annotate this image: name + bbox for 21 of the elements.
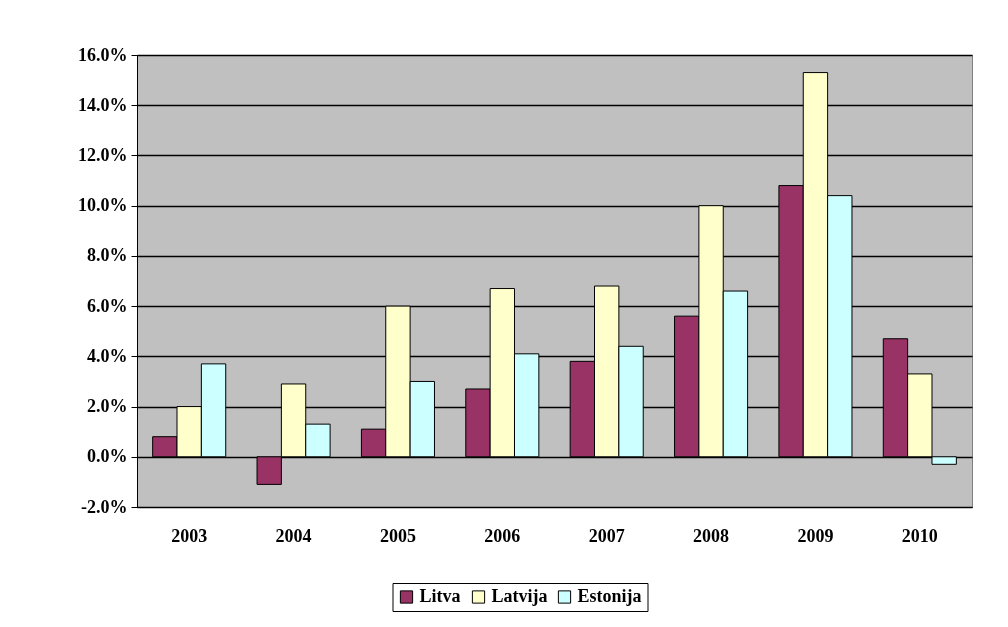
y-tick-label: 14.0% [78, 94, 128, 115]
x-tick-label: 2007 [588, 525, 625, 546]
y-tick-label: 10.0% [78, 195, 128, 216]
y-tick-label: 6.0% [87, 295, 128, 316]
y-tick-label: 2.0% [87, 396, 128, 417]
x-tick-label: 2010 [901, 525, 938, 546]
legend-label: Litva [419, 586, 461, 606]
y-tick-label: -2.0% [81, 496, 128, 517]
x-tick-label: 2003 [171, 525, 208, 546]
y-tick-label: 16.0% [78, 44, 128, 65]
legend-label: Latvija [491, 586, 548, 606]
x-tick-label: 2009 [797, 525, 834, 546]
x-tick-label: 2008 [693, 525, 730, 546]
y-tick-label: 12.0% [78, 144, 128, 165]
x-tick-label: 2006 [484, 525, 521, 546]
y-tick-label: 8.0% [87, 245, 128, 266]
legend-label: Estonija [577, 586, 642, 606]
y-tick-label: 0.0% [87, 446, 128, 467]
x-tick-label: 2004 [275, 525, 312, 546]
y-tick-label: 4.0% [87, 345, 128, 366]
x-tick-label: 2005 [379, 525, 416, 546]
